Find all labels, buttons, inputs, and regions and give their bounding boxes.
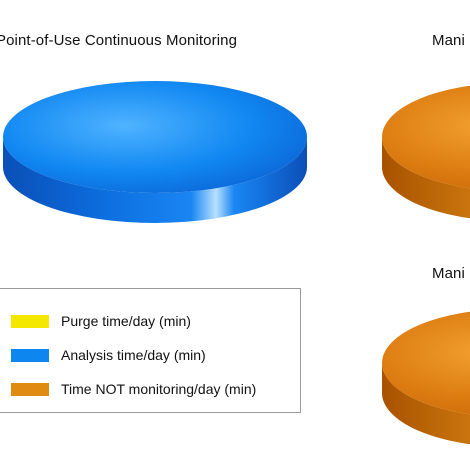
chart-title-point-of-use: Point-of-Use Continuous Monitoring xyxy=(0,32,238,49)
legend-swatch-analysis xyxy=(11,348,49,362)
pie-chart-manifold-top xyxy=(382,85,470,219)
legend-label-not-monitoring: Time NOT monitoring/day (min) xyxy=(61,381,257,397)
pie-slice-analysis-time-day-min-side xyxy=(3,137,307,223)
legend-item-analysis: Analysis time/day (min) xyxy=(11,345,206,365)
pie-slice-time-not-monitoring-day-min xyxy=(382,311,470,415)
legend-item-not-monitoring: Time NOT monitoring/day (min) xyxy=(11,379,256,399)
legend-swatch-purge xyxy=(11,314,49,328)
chart-title-manifold-top: Mani xyxy=(432,32,465,49)
pie-slice-time-not-monitoring-day-min-side xyxy=(382,363,470,445)
pie-chart-manifold-bottom xyxy=(382,311,470,445)
pie-slice-analysis-time-day-min xyxy=(3,81,307,193)
legend-swatch-not-monitoring xyxy=(11,382,49,396)
pie-chart-point-of-use xyxy=(3,81,307,223)
legend-label-purge: Purge time/day (min) xyxy=(61,313,191,329)
legend-item-purge: Purge time/day (min) xyxy=(11,311,191,331)
pie-slice-time-not-monitoring-day-min-side xyxy=(382,137,470,219)
pie-slice-time-not-monitoring-day-min xyxy=(382,85,470,189)
chart-title-manifold-bottom: Mani xyxy=(432,265,465,282)
legend-label-analysis: Analysis time/day (min) xyxy=(61,347,206,363)
chart-legend: Purge time/day (min) Analysis time/day (… xyxy=(0,288,301,413)
